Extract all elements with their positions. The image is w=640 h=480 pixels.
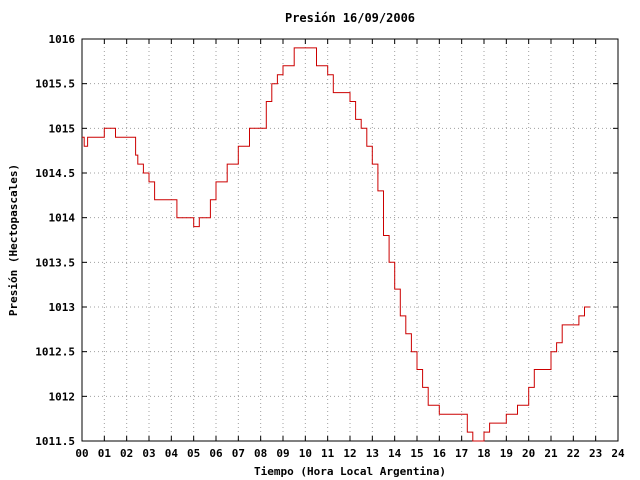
x-tick-label: 15 (410, 447, 423, 460)
x-axis: 00 01 02 03 04 05 06 07 08 09 10 11 12 13 14 15 16 17 18 19… (75, 39, 625, 460)
x-tick-label: 04 (165, 447, 179, 460)
x-tick-label: 14 (388, 447, 402, 460)
x-axis-label: Tiempo (Hora Local Argentina) (254, 465, 446, 478)
x-tick-label: 07 (232, 447, 245, 460)
y-axis-label: Presión (Hectopascales) (7, 164, 20, 316)
x-tick-label: 06 (209, 447, 223, 460)
x-tick-label: 19 (500, 447, 513, 460)
x-tick-label: 16 (433, 447, 447, 460)
x-tick-label: 20 (522, 447, 535, 460)
x-tick-label: 05 (187, 447, 200, 460)
y-tick-label: 1012 (49, 390, 76, 403)
x-tick-label: 22 (567, 447, 580, 460)
x-tick-label: 13 (366, 447, 379, 460)
chart-title: Presión 16/09/2006 (285, 11, 415, 25)
x-tick-label: 03 (142, 447, 155, 460)
y-axis: 1011.5 1012 1012.5 1013 1013.5 1014 1014.5 1015… (35, 33, 618, 448)
y-tick-label: 1015 (49, 122, 76, 135)
x-tick-label: 12 (343, 447, 356, 460)
y-tick-label: 1012.5 (35, 346, 75, 359)
x-tick-label: 17 (455, 447, 468, 460)
x-tick-label: 24 (611, 447, 625, 460)
x-tick-label: 09 (276, 447, 289, 460)
y-tick-label: 1014.5 (35, 167, 75, 180)
x-tick-label: 08 (254, 447, 267, 460)
x-tick-label: 18 (477, 447, 490, 460)
y-tick-label: 1013.5 (35, 256, 75, 269)
x-tick-label: 11 (321, 447, 335, 460)
x-tick-label: 23 (589, 447, 602, 460)
y-tick-label: 1013 (49, 301, 76, 314)
y-tick-label: 1014 (49, 212, 76, 225)
pressure-line (82, 47, 591, 442)
y-tick-label: 1011.5 (35, 435, 75, 448)
grid-lines (82, 39, 618, 441)
y-tick-label: 1016 (49, 33, 76, 46)
x-tick-label: 10 (299, 447, 312, 460)
y-tick-label: 1015.5 (35, 78, 75, 91)
x-tick-label: 21 (544, 447, 558, 460)
x-tick-label: 02 (120, 447, 133, 460)
x-tick-label: 01 (98, 447, 112, 460)
x-tick-label: 00 (75, 447, 88, 460)
